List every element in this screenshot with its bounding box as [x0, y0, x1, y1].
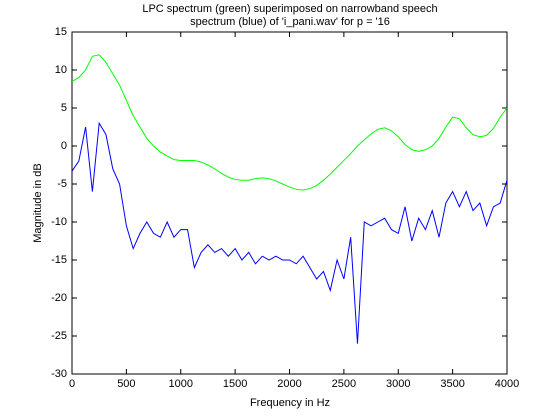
y-tick-label: -20 [51, 292, 67, 304]
y-tick-label: -25 [51, 330, 67, 342]
x-tick-label: 3000 [386, 378, 410, 390]
x-tick-label: 1500 [223, 378, 247, 390]
x-tick-label: 4000 [495, 378, 519, 390]
axes-box [71, 31, 508, 375]
y-tick-label: -15 [51, 254, 67, 266]
chart-title: spectrum (blue) of 'i_pani.wav' for p = … [190, 16, 390, 28]
y-tick-label: 10 [55, 64, 67, 76]
y-tick-label: -10 [51, 216, 67, 228]
series-line [71, 54, 508, 191]
y-tick-label: 5 [61, 102, 67, 114]
series-line [71, 121, 508, 344]
y-tick-label: 15 [55, 26, 67, 38]
y-tick-label: -30 [51, 368, 67, 380]
y-axis-label: Magnitude in dB [32, 163, 44, 243]
x-tick-label: 2500 [332, 378, 356, 390]
y-tick-label: 0 [61, 140, 67, 152]
y-tick-label: -5 [57, 178, 67, 190]
x-tick-label: 500 [117, 378, 135, 390]
x-tick-label: 0 [69, 378, 75, 390]
chart-title: LPC spectrum (green) superimposed on nar… [142, 3, 437, 15]
x-tick-label: 3500 [440, 378, 464, 390]
x-tick-label: 1000 [169, 378, 193, 390]
x-tick-label: 2000 [277, 378, 301, 390]
x-axis-label: Frequency in Hz [250, 397, 330, 409]
